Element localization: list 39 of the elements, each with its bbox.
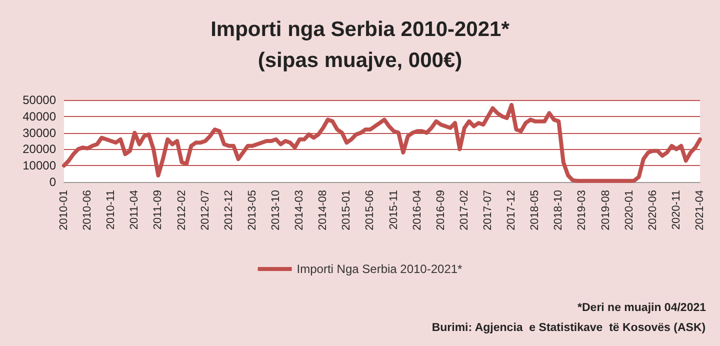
- x-tick-label: 2010-11: [105, 190, 118, 230]
- x-tick-label: 2012-12: [222, 190, 235, 230]
- x-tick-label: 2019-08: [600, 190, 612, 230]
- text: Burimi: Agjencia e Statistikave të Kosovës (ASK): [432, 322, 706, 334]
- chart-title: Importi nga Serbia 2010-2021*: [210, 18, 510, 41]
- legend-label: Importi Nga Serbia 2010-2021*: [296, 262, 463, 276]
- x-tick-label: 2013-10: [270, 190, 282, 230]
- y-tick-label: 50000: [22, 93, 56, 107]
- text: *Deri ne muajin 04/2021: [578, 302, 707, 314]
- x-tick-label: 2015-06: [364, 190, 376, 230]
- x-tick-label: 2020-01: [623, 190, 636, 230]
- x-tick-label: 2015-01: [340, 190, 353, 230]
- x-tick-label: 2017-07: [482, 190, 494, 230]
- x-tick-label: 2016-09: [434, 190, 447, 230]
- x-tick-label: 2018-10: [552, 190, 565, 230]
- x-tick-label: 2014-08: [317, 190, 330, 230]
- y-tick-label: 10000: [22, 158, 56, 173]
- x-tick-label: 2017-12: [506, 190, 518, 230]
- x-tick-label: 2020-06: [646, 190, 659, 230]
- y-tick-label: 40000: [22, 109, 56, 124]
- x-tick-label: 2013-05: [246, 190, 258, 230]
- x-tick-label: 2011-09: [152, 190, 164, 230]
- x-tick-label: 2018-05: [529, 190, 542, 230]
- chart-subtitle: (sipas muajve, 000€): [258, 49, 462, 72]
- x-tick-label: 2016-04: [411, 190, 424, 230]
- x-tick-label: 2019-03: [576, 190, 588, 230]
- x-tick-label: 2021-04: [694, 190, 706, 230]
- x-tick-label: 2020-11: [670, 190, 682, 230]
- y-tick-label: 20000: [22, 142, 56, 156]
- x-tick-label: 2010-06: [82, 190, 94, 230]
- x-tick-label: 2017-02: [458, 190, 470, 230]
- x-tick-label: 2012-07: [199, 190, 212, 230]
- x-tick-label: 2011-04: [128, 190, 141, 230]
- x-tick-label: 2010-01: [58, 190, 70, 230]
- x-tick-label: 2015-11: [388, 190, 400, 230]
- x-tick-label: 2014-03: [294, 190, 306, 230]
- x-tick-label: 2012-02: [176, 190, 188, 230]
- y-tick-label: 30000: [22, 126, 56, 140]
- y-tick-label: 0: [49, 175, 56, 189]
